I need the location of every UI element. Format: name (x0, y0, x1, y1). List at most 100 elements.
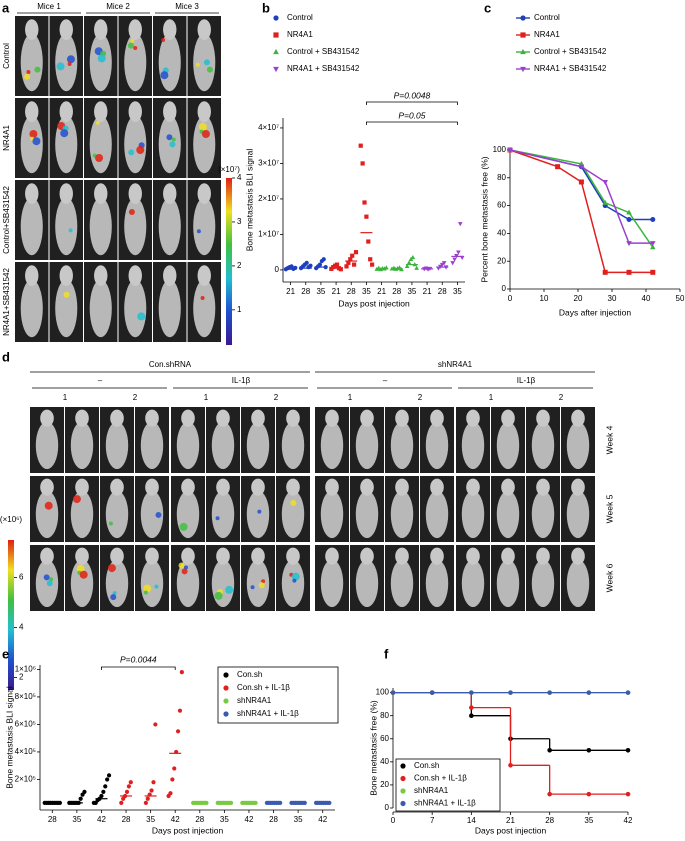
signal-blob (143, 584, 152, 593)
x-tick-label: 21 (286, 287, 295, 296)
mouse-body (193, 115, 216, 174)
treatment-label: – (383, 376, 388, 385)
data-point (368, 257, 373, 262)
mouse-head (163, 183, 177, 205)
mouse-body (140, 421, 164, 470)
mouse-body (158, 33, 181, 92)
mouse-body (124, 279, 147, 338)
signal-blob (66, 55, 75, 64)
mouse-body (566, 490, 590, 539)
x-tick-label: 35 (407, 287, 416, 296)
mouse-head (94, 19, 108, 40)
mouse-head (325, 547, 339, 565)
y-axis-label: Percent bone metastasis free (%) (479, 156, 489, 282)
mouse-body (140, 559, 164, 608)
replicate-label: 2 (418, 393, 423, 402)
panel-label: d (2, 349, 10, 364)
y-tick-label: 0 (502, 284, 507, 293)
mouse-body (246, 559, 270, 608)
data-point (650, 244, 656, 250)
data-point (469, 690, 474, 695)
mouse-head (360, 547, 374, 565)
data-point (410, 254, 416, 260)
p-bracket (366, 121, 458, 125)
signal-blob (201, 130, 210, 138)
data-point (625, 748, 631, 753)
mouse-body (425, 490, 449, 539)
data-point (143, 800, 148, 805)
signal-blob (127, 42, 134, 49)
y-tick-label: 0 (275, 265, 280, 274)
mouse-body (320, 421, 344, 470)
x-tick-label: 28 (195, 815, 204, 824)
x-tick-label: 35 (316, 287, 325, 296)
data-point (317, 262, 323, 267)
mouse-body (176, 490, 200, 539)
data-point (450, 261, 455, 266)
mouse-body (496, 559, 520, 608)
data-point (338, 267, 343, 272)
data-point (547, 791, 552, 797)
replicate-label: 2 (133, 393, 138, 402)
x-tick-label: 35 (584, 816, 593, 825)
data-point (228, 800, 234, 805)
legend-label: Control + SB431542 (534, 47, 607, 56)
mouse-head (536, 409, 550, 427)
legend-label: NR4A1 + SB431542 (287, 64, 360, 73)
mouse-body (211, 559, 235, 608)
x-tick-label: 28 (48, 815, 57, 824)
mouse-head (163, 19, 177, 40)
signal-blob (76, 564, 85, 573)
data-point (578, 164, 585, 170)
data-point (626, 269, 632, 275)
legend-box (217, 666, 339, 724)
signal-blob (292, 578, 297, 583)
x-tick-label: 28 (392, 287, 401, 296)
y-tick-label: 60 (380, 734, 389, 743)
legend-label: Con.sh + IL-1β (237, 683, 290, 692)
x-tick-label: 21 (377, 287, 386, 296)
row-label: NR4A1 (2, 125, 11, 151)
signal-blob (143, 590, 148, 595)
data-point (441, 261, 447, 266)
x-tick-label: 42 (97, 815, 106, 824)
mouse-head (286, 478, 300, 496)
signal-blob (128, 149, 135, 156)
x-axis-label: Days post injection (475, 825, 547, 835)
signal-blob (29, 130, 38, 138)
signal-blob (133, 46, 138, 50)
x-tick-label: 10 (540, 294, 549, 303)
legend-label: NR4A1 (287, 30, 313, 39)
colorbar-tick-label: 2 (19, 673, 24, 682)
mouse-head (430, 409, 444, 427)
legend-marker (223, 672, 229, 678)
data-point (170, 777, 175, 782)
x-tick-label: 35 (146, 815, 155, 824)
mouse-head (430, 547, 444, 565)
mouse-body (425, 421, 449, 470)
x-tick-label: 42 (171, 815, 180, 824)
mouse-body (105, 490, 129, 539)
x-tick-label: 35 (362, 287, 371, 296)
colorbar-unit: (×10⁶) (0, 515, 22, 524)
data-point (358, 143, 363, 148)
x-tick-label: 40 (642, 294, 651, 303)
data-point (344, 264, 349, 269)
column-label: Mice 3 (175, 2, 199, 11)
mouse-head (94, 101, 108, 122)
legend-label: NR4A1 + SB431542 (534, 64, 607, 73)
data-point (362, 200, 367, 205)
mouse-body (355, 490, 379, 539)
mouse-body (124, 197, 147, 256)
y-tick-label: 60 (497, 201, 506, 210)
x-tick-label: 35 (453, 287, 462, 296)
legend-label: shNR4A1 (414, 786, 449, 795)
signal-blob (26, 70, 31, 74)
signal-blob (44, 501, 53, 510)
data-point (327, 800, 332, 805)
mouse-body (105, 421, 129, 470)
data-point (321, 257, 326, 262)
legend-label: Control (534, 13, 560, 22)
legend-label: Con.sh + IL-1β (414, 774, 467, 783)
y-tick-label: 3×10⁷ (258, 159, 279, 168)
